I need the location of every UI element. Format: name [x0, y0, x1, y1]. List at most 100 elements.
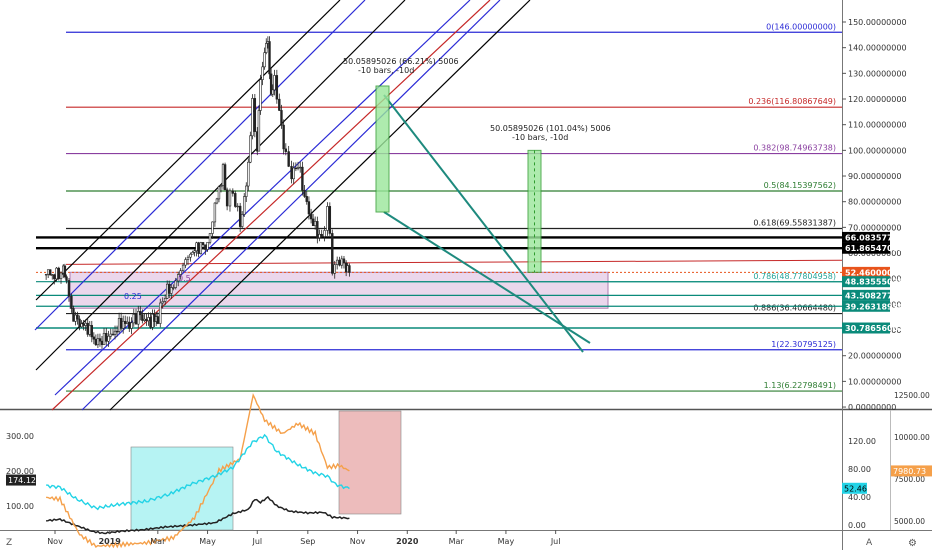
x-tick-label: May	[199, 537, 216, 546]
candle-body	[311, 218, 315, 227]
candle-body	[181, 264, 185, 271]
candle-body	[234, 193, 237, 207]
candle-body	[132, 313, 135, 324]
fib-level-label: 0.886(36.40664480)	[753, 304, 836, 313]
candle-body	[340, 258, 343, 266]
price-badge-label: 30.78656007	[845, 324, 904, 333]
lower-right-tick: 40.00	[848, 493, 871, 502]
candle-body	[67, 280, 71, 297]
candle-body	[76, 314, 79, 320]
candle-body	[55, 267, 58, 280]
candle-body	[316, 221, 319, 239]
candle-body	[109, 333, 112, 337]
candle-body	[130, 322, 133, 329]
x-tick-label: May	[498, 537, 515, 546]
candle-body	[174, 280, 177, 288]
candle-body	[231, 190, 235, 194]
candle-body	[88, 325, 91, 335]
candle-body	[197, 242, 200, 254]
candle-body	[149, 317, 152, 328]
candle-body	[280, 110, 283, 126]
candle-body	[166, 283, 169, 299]
candle-body	[335, 259, 339, 265]
candle-body	[328, 206, 332, 234]
y-tick-label: 20.00000000	[848, 352, 901, 361]
candle-body	[273, 75, 276, 91]
candle-body	[294, 167, 298, 170]
auto-scale-button[interactable]: A	[866, 538, 873, 548]
candle-body	[179, 270, 182, 275]
wedge-lower-line	[383, 211, 591, 344]
candle-body	[287, 151, 290, 167]
candle-body	[191, 252, 194, 255]
fib-level-label: 0.382(98.74963738)	[753, 144, 836, 153]
candle-body	[74, 314, 77, 322]
price-badge-bg	[842, 242, 890, 254]
lower-far-right-tick: 5000.00	[894, 517, 925, 526]
lower-badge-bg	[842, 482, 867, 494]
candle-body	[236, 205, 239, 208]
candle-body	[348, 265, 351, 273]
candle-body	[49, 269, 52, 276]
candle-body	[257, 110, 261, 152]
lower-highlight-red	[338, 410, 402, 515]
candle-body	[259, 79, 262, 111]
lower-far-right-tick: 12500.00	[894, 391, 930, 400]
candle-body	[65, 276, 68, 281]
fib-level-label: 1(22.30795125)	[771, 340, 836, 349]
lower-left-tick: 300.00	[6, 432, 34, 441]
lower-badge-label: 52.46	[844, 484, 867, 493]
candle-body	[309, 213, 313, 220]
candle-body	[151, 313, 154, 328]
candle-body	[204, 244, 207, 250]
lower-right-tick: 120.00	[848, 437, 876, 446]
small-label-025: 0.25	[124, 292, 142, 301]
candle-body	[161, 301, 164, 304]
fib-level-label: 0.5(84.15397562)	[764, 181, 836, 190]
candle-body	[326, 206, 329, 231]
candle-body	[113, 330, 117, 335]
candle-body	[211, 221, 214, 234]
x-tick-label: Nov	[350, 537, 366, 546]
settings-gear-icon[interactable]: ⚙	[908, 538, 917, 549]
candle-body	[268, 41, 271, 75]
lower-left-tick: 100.00	[6, 502, 34, 511]
candle-body	[275, 75, 279, 100]
lower-right-tick: 0.00	[848, 521, 866, 530]
lower-badge-bg	[891, 465, 932, 477]
candle-body	[117, 318, 121, 332]
lower-series-line	[46, 433, 350, 511]
candle-body	[228, 190, 232, 207]
candle-body	[70, 295, 73, 309]
candle-body	[90, 325, 93, 338]
candle-body	[243, 196, 246, 215]
candle-body	[145, 318, 148, 322]
candle-body	[107, 335, 110, 342]
y-tick-label: 0.00000000	[848, 403, 896, 412]
candle-body	[305, 196, 308, 202]
x-tick-label: Jul	[251, 537, 262, 546]
x-tick-label: Mar	[150, 537, 166, 546]
zoom-button[interactable]: Z	[6, 538, 12, 548]
channel-line	[35, 0, 341, 301]
channel-line	[34, 0, 366, 331]
y-tick-label: 120.00000000	[848, 95, 907, 104]
price-badge-bg	[842, 300, 890, 312]
lower-pane	[46, 392, 402, 549]
candle-body	[299, 166, 302, 169]
red-horizontal-trend	[65, 259, 843, 265]
candle-body	[313, 221, 317, 227]
candle-body	[105, 332, 108, 342]
candle-body	[333, 264, 336, 274]
candle-body	[199, 242, 203, 254]
price-badge-bg	[842, 266, 890, 278]
lower-left-tick: 200.00	[6, 467, 34, 476]
candle-body	[338, 259, 341, 266]
candle-body	[193, 250, 196, 253]
price-badge-label: 52.46000000	[845, 268, 904, 277]
y-tick-label: 140.00000000	[848, 44, 907, 53]
lower-series-line	[46, 495, 350, 535]
candle-body	[159, 302, 162, 324]
candle-body	[318, 233, 321, 239]
